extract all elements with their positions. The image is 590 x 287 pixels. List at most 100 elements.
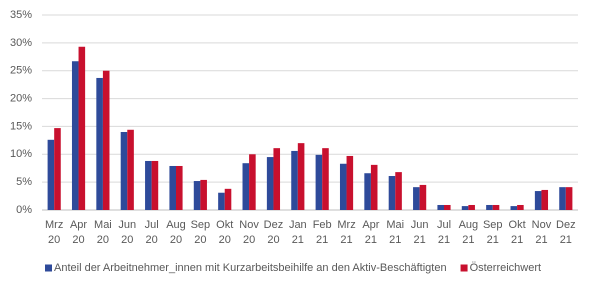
x-tick-label: Aug	[459, 219, 479, 231]
y-tick-label: 20%	[10, 92, 32, 104]
bar	[71, 61, 79, 210]
bar	[395, 172, 402, 210]
bar	[419, 184, 427, 210]
x-tick-label: Mrz	[45, 219, 63, 231]
bar	[315, 154, 323, 210]
bar	[541, 189, 549, 210]
legend-label: Österreichwert	[470, 262, 542, 274]
bar	[364, 173, 371, 210]
x-tick-label: 21	[487, 234, 499, 246]
x-tick-label: 20	[243, 234, 255, 246]
y-tick-label: 15%	[10, 120, 32, 132]
bar	[322, 148, 329, 210]
bar	[54, 128, 61, 210]
bar	[461, 206, 469, 210]
legend-swatch	[460, 264, 468, 272]
bar	[370, 164, 378, 210]
x-tick-label: Jun	[118, 219, 136, 231]
x-tick-label: Jul	[437, 219, 451, 231]
bar	[388, 176, 396, 210]
x-tick-label: Sep	[483, 219, 503, 231]
bar	[200, 179, 207, 210]
x-tick-label: 21	[389, 234, 401, 246]
bar	[492, 204, 500, 210]
bar	[249, 154, 256, 210]
bar	[78, 46, 86, 210]
bar	[486, 204, 493, 210]
x-tick-label: Mai	[94, 219, 112, 231]
legend-swatch	[45, 264, 52, 272]
x-tick-label: 21	[365, 234, 377, 246]
bar	[291, 150, 298, 210]
x-tick-label: Jan	[289, 219, 307, 231]
y-tick-label: 35%	[10, 9, 32, 21]
bar	[266, 157, 274, 210]
x-tick-label: 20	[97, 234, 109, 246]
x-tick-label: 20	[194, 234, 206, 246]
bar	[151, 160, 159, 210]
x-tick-label: 20	[48, 234, 60, 246]
x-tick-label: 20	[267, 234, 279, 246]
bar	[534, 191, 542, 210]
y-tick-label: 5%	[16, 176, 32, 188]
bar	[565, 187, 573, 210]
bar	[444, 204, 451, 210]
x-tick-label: 21	[560, 234, 572, 246]
x-tick-label: 21	[535, 234, 547, 246]
x-tick-label: Jun	[411, 219, 429, 231]
x-tick-label: 21	[340, 234, 352, 246]
bar	[273, 148, 281, 210]
legend-label: Anteil der Arbeitnehmer_innen mit Kurzar…	[54, 262, 447, 274]
y-tick-label: 25%	[10, 65, 32, 77]
x-tick-label: Jul	[145, 219, 159, 231]
bar	[339, 163, 347, 210]
x-tick-label: Sep	[191, 219, 211, 231]
x-tick-label: 21	[462, 234, 474, 246]
x-tick-label: 21	[414, 234, 426, 246]
x-tick-label: Apr	[362, 219, 379, 231]
bar	[413, 187, 420, 210]
bar	[176, 165, 183, 210]
bar	[102, 70, 110, 210]
bar	[517, 204, 524, 210]
bar	[120, 132, 128, 210]
x-tick-label: 20	[72, 234, 84, 246]
bar	[96, 77, 103, 210]
x-tick-label: 21	[438, 234, 450, 246]
x-tick-label: 21	[316, 234, 328, 246]
y-tick-label: 30%	[10, 37, 32, 49]
x-tick-label: 21	[292, 234, 304, 246]
y-tick-label: 10%	[10, 148, 32, 160]
x-tick-label: Okt	[216, 219, 233, 231]
bar	[297, 143, 305, 210]
x-tick-label: 20	[121, 234, 133, 246]
x-tick-label: Feb	[313, 219, 332, 231]
bar	[559, 187, 566, 210]
y-tick-label: 0%	[16, 204, 32, 216]
bar	[224, 188, 232, 210]
bar	[346, 155, 354, 210]
x-tick-label: Mrz	[337, 219, 355, 231]
bar	[510, 206, 518, 210]
x-tick-label: Nov	[239, 219, 259, 231]
bar	[437, 204, 444, 210]
x-tick-label: Dez	[556, 219, 576, 231]
bar	[145, 160, 152, 210]
x-tick-label: Mai	[386, 219, 404, 231]
bar	[193, 181, 201, 210]
bar	[218, 192, 225, 210]
bar	[169, 165, 176, 210]
x-tick-label: Okt	[509, 219, 526, 231]
x-tick-label: Dez	[264, 219, 284, 231]
bar	[127, 129, 134, 210]
x-tick-label: 20	[219, 234, 231, 246]
x-tick-label: Nov	[532, 219, 552, 231]
x-tick-label: 20	[170, 234, 182, 246]
x-tick-label: Aug	[166, 219, 186, 231]
bar	[468, 204, 475, 210]
bar	[47, 139, 55, 210]
bar	[242, 163, 250, 210]
x-tick-label: Apr	[70, 219, 87, 231]
x-tick-label: 21	[511, 234, 523, 246]
